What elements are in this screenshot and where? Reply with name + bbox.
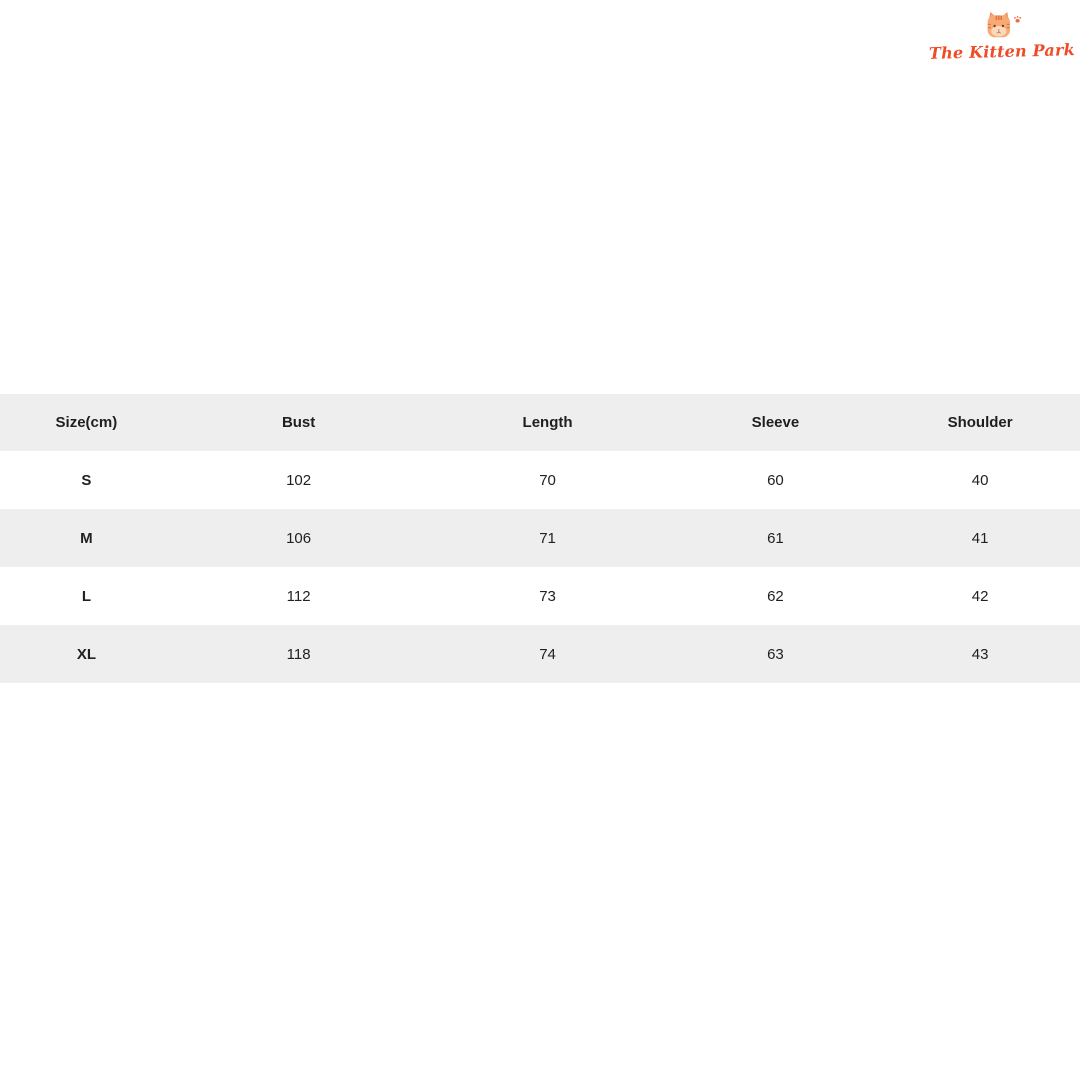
cell-s-shoulder: 40 [971, 471, 989, 489]
cell-l-shoulder: 42 [971, 587, 989, 605]
size-chart-table: Size(cm) Bust Length Sleeve Shoulder S 1… [0, 394, 1080, 683]
cell-m-shoulder: 41 [971, 529, 989, 547]
cell-xl-bust: 118 [286, 645, 311, 663]
table-row-l: L 112 73 62 42 [0, 567, 1080, 625]
cell-xl-shoulder: 43 [971, 645, 989, 663]
size-chart-header-row: Size(cm) Bust Length Sleeve Shoulder [0, 394, 1080, 451]
header-cell-sleeve: Sleeve [751, 414, 800, 431]
cell-m-sleeve: 61 [767, 529, 784, 547]
cell-xl-length: 74 [539, 645, 556, 663]
header-cell-length: Length [522, 414, 573, 431]
cell-m-size: M [80, 529, 93, 547]
size-chart: Size(cm) Bust Length Sleeve Shoulder S 1… [0, 394, 1080, 683]
kitten-face-icon [987, 12, 1022, 38]
table-row-s: S 102 70 60 40 [0, 451, 1080, 509]
cell-s-length: 70 [539, 471, 556, 489]
table-row-m: M 106 71 61 41 [0, 509, 1080, 567]
cell-xl-sleeve: 63 [767, 645, 784, 663]
table-row-xl: XL 118 74 63 43 [0, 625, 1080, 683]
cell-s-sleeve: 60 [767, 471, 784, 489]
brand-name: The Kitten Park [928, 40, 1076, 63]
cell-s-bust: 102 [286, 471, 312, 489]
cell-l-bust: 112 [286, 587, 311, 605]
cell-l-length: 73 [539, 587, 556, 605]
cell-m-length: 71 [539, 529, 556, 547]
paw-print-icon [1014, 16, 1022, 23]
cell-l-sleeve: 62 [767, 587, 784, 605]
cell-xl-size: XL [76, 645, 96, 663]
cell-m-bust: 106 [286, 529, 312, 547]
header-cell-bust: Bust [281, 414, 316, 431]
header-cell-shoulder: Shoulder [947, 414, 1013, 431]
brand-logo: The Kitten Park [929, 10, 1075, 63]
cell-l-size: L [81, 587, 91, 605]
cell-s-size: S [81, 471, 92, 489]
header-cell-size: Size(cm) [55, 414, 118, 431]
